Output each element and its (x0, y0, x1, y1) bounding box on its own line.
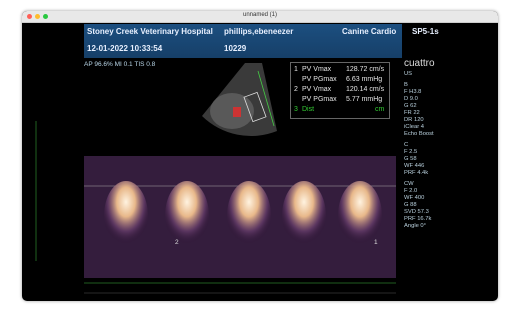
setting: F 2.0 (404, 188, 417, 194)
meas-label: PV Vmax (302, 86, 331, 93)
setting: C (404, 142, 408, 148)
setting: DR 120 (404, 117, 424, 123)
page: {"window":{"title":"unnamed (1)"}, "head… (0, 0, 513, 312)
setting: G 88 (404, 202, 417, 208)
setting: FR 22 (404, 110, 420, 116)
setting: WF 446 (404, 163, 424, 169)
meas-number: 2 (294, 86, 298, 93)
measurement-box: 1 PV Vmax 128.72 cm/s PV PGmax 6.63 mmHg 2 PV … (290, 62, 390, 119)
setting: G 58 (404, 156, 417, 162)
meas-number: 1 (294, 66, 298, 73)
setting: G 62 (404, 103, 417, 109)
app-window: unnamed (1) Stoney Creek Veterinary Hosp… (22, 11, 498, 301)
setting: PRF 16.7k (404, 216, 431, 222)
setting: SVD 57.3 (404, 209, 429, 215)
setting: D 9.0 (404, 96, 418, 102)
meas-value: 5.77 mmHg (346, 96, 382, 103)
setting: WF 400 (404, 195, 424, 201)
doppler-marker: 1 (374, 239, 378, 246)
meas-number: 3 (294, 106, 298, 113)
setting: CW (404, 181, 414, 187)
setting: B (404, 82, 408, 88)
color-box (233, 107, 241, 117)
image-area (22, 11, 498, 301)
setting: F 2.5 (404, 149, 417, 155)
meas-value: cm (375, 106, 384, 113)
meas-value: 6.63 mmHg (346, 76, 382, 83)
setting: F H3.8 (404, 89, 421, 95)
meas-label: PV PGmax (302, 96, 337, 103)
setting: Echo Boost (404, 131, 434, 137)
meas-value: 120.14 cm/s (346, 86, 384, 93)
setting: Angle 0° (404, 223, 426, 229)
brand: cuattro (404, 58, 435, 69)
setting: US (404, 71, 412, 77)
meas-label: PV PGmax (302, 76, 337, 83)
meas-value: 128.72 cm/s (346, 66, 384, 73)
meas-label: Dist (302, 106, 314, 113)
meas-label: PV Vmax (302, 66, 331, 73)
setting: iClear 4 (404, 124, 424, 130)
doppler-marker: 2 (175, 239, 179, 246)
setting: PRF 4.4k (404, 170, 428, 176)
